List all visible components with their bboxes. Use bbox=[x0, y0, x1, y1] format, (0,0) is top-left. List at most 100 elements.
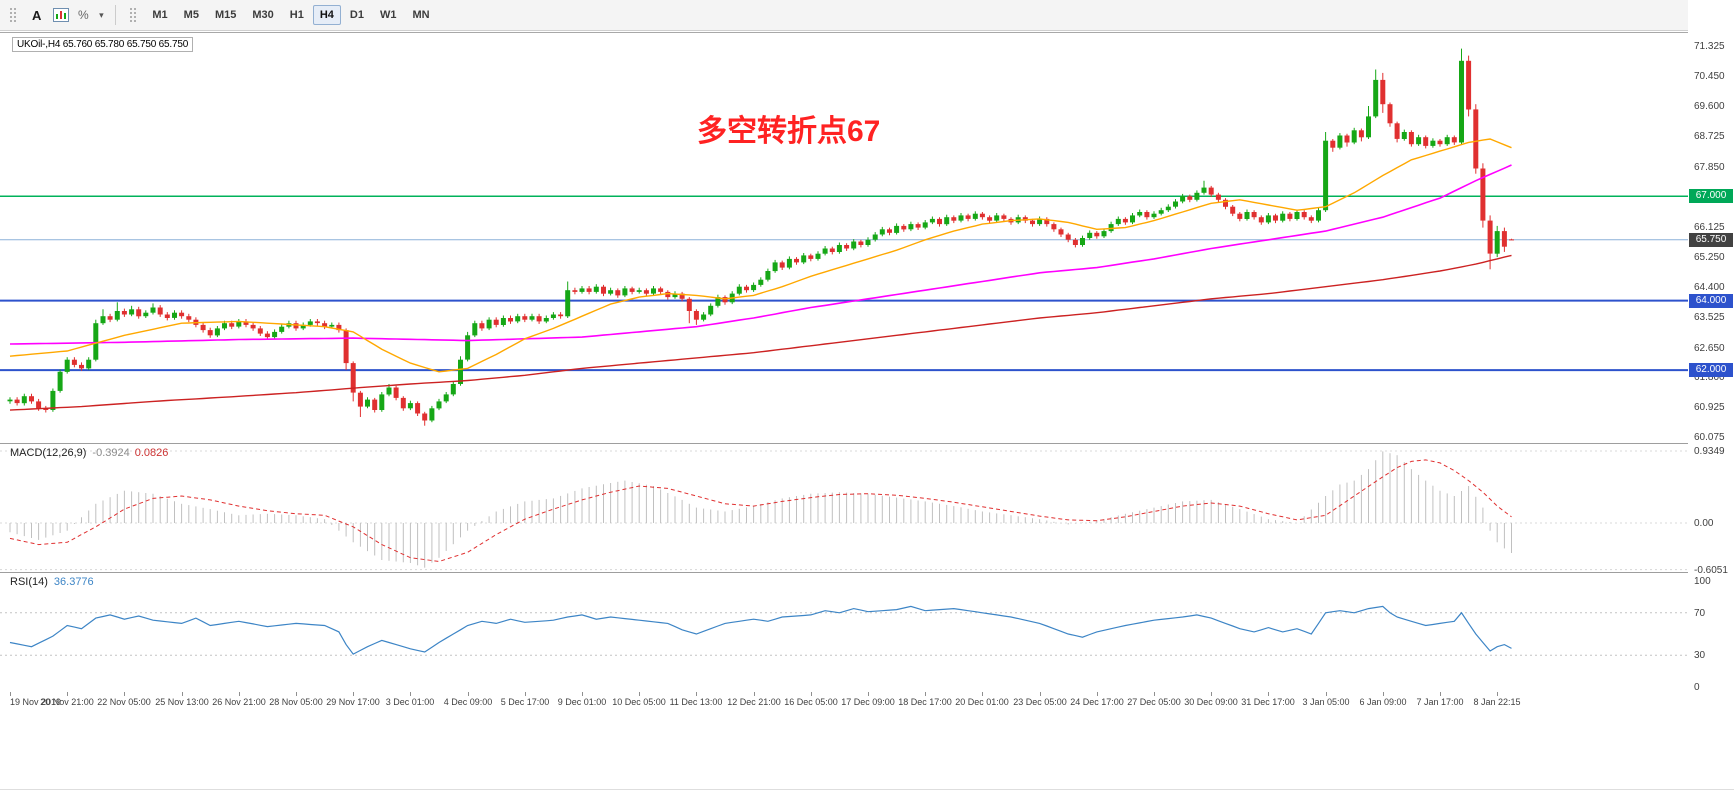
toolbar-separator bbox=[115, 5, 117, 25]
price-tick-label: 69.600 bbox=[1694, 101, 1725, 112]
macd-tick-label: 0.00 bbox=[1694, 518, 1714, 529]
macd-name: MACD(12,26,9) bbox=[10, 447, 87, 459]
price-pane-canvas[interactable] bbox=[0, 33, 1688, 443]
time-axis-label: 27 Dec 05:00 bbox=[1127, 697, 1181, 707]
time-axis[interactable]: 19 Nov 2019 20 Nov 21:00 22 Nov 05:00 25 No… bbox=[0, 692, 1734, 712]
time-axis-label: 19 Nov 2019 bbox=[10, 697, 62, 707]
time-axis-label: 22 Nov 05:00 bbox=[97, 697, 151, 707]
time-axis-tick bbox=[67, 692, 68, 696]
rsi-label: RSI(14) 36.3776 bbox=[10, 576, 94, 588]
time-axis-label: 25 Nov 13:00 bbox=[155, 697, 209, 707]
timeframe-button-m5[interactable]: M5 bbox=[177, 5, 206, 25]
price-badge-64.000[interactable]: 64.000 bbox=[1689, 294, 1733, 308]
timeframe-button-m1[interactable]: M1 bbox=[145, 5, 174, 25]
price-axis[interactable]: 71.325 70.450 69.600 68.725 67.850 66.125 65.2… bbox=[1688, 0, 1734, 792]
time-axis-tick bbox=[982, 692, 983, 696]
rsi-value: 36.3776 bbox=[53, 576, 94, 588]
timeframe-button-h1[interactable]: H1 bbox=[283, 5, 311, 25]
price-tick-label: 60.075 bbox=[1694, 432, 1725, 443]
chart-window-glyph bbox=[53, 8, 70, 22]
percent-tool-icon[interactable]: % bbox=[78, 8, 89, 22]
macd-tick-label: -0.6051 bbox=[1694, 565, 1728, 576]
price-tick-label: 62.650 bbox=[1694, 343, 1725, 354]
time-axis-label: 31 Dec 17:00 bbox=[1241, 697, 1295, 707]
time-axis-tick bbox=[296, 692, 297, 696]
time-axis-tick bbox=[1326, 692, 1327, 696]
text-annotation-tool-button[interactable]: A bbox=[24, 6, 49, 25]
time-axis-label: 23 Dec 05:00 bbox=[1013, 697, 1067, 707]
time-axis-tick bbox=[754, 692, 755, 696]
macd-main-value: -0.3924 bbox=[92, 447, 130, 459]
time-axis-tick bbox=[582, 692, 583, 696]
rsi-tick-label: 100 bbox=[1694, 576, 1711, 587]
time-axis-label: 29 Nov 17:00 bbox=[326, 697, 380, 707]
price-badge-62.000[interactable]: 62.000 bbox=[1689, 363, 1733, 377]
chevron-down-icon[interactable]: ▾ bbox=[99, 9, 104, 20]
time-axis-label: 11 Dec 13:00 bbox=[669, 697, 723, 707]
time-axis-label: 28 Nov 05:00 bbox=[269, 697, 323, 707]
time-axis-tick bbox=[353, 692, 354, 696]
pane-separator-macd[interactable] bbox=[0, 443, 1734, 444]
time-axis-label: 8 Jan 22:15 bbox=[1473, 697, 1521, 707]
price-tick-label: 60.925 bbox=[1694, 402, 1725, 413]
time-axis-tick bbox=[1211, 692, 1212, 696]
time-axis-label: 3 Jan 05:00 bbox=[1302, 697, 1350, 707]
macd-tick-label: 0.9349 bbox=[1694, 446, 1725, 457]
time-axis-tick bbox=[696, 692, 697, 696]
chart-window-top-border bbox=[0, 32, 1734, 33]
time-axis-label: 12 Dec 21:00 bbox=[727, 697, 781, 707]
rsi-tick-label: 0 bbox=[1694, 682, 1700, 693]
time-axis-label: 26 Nov 21:00 bbox=[212, 697, 266, 707]
macd-pane-canvas[interactable] bbox=[0, 444, 1688, 572]
time-axis-tick bbox=[410, 692, 411, 696]
timeframe-button-m30[interactable]: M30 bbox=[245, 5, 280, 25]
timeframe-group: M1 M5 M15 M30 H1 H4 D1 W1 MN bbox=[144, 5, 437, 25]
price-tick-label: 71.325 bbox=[1694, 41, 1725, 52]
time-axis-tick bbox=[239, 692, 240, 696]
macd-signal-value: 0.0826 bbox=[134, 447, 169, 459]
price-tick-label: 65.250 bbox=[1694, 252, 1725, 263]
time-axis-label: 24 Dec 17:00 bbox=[1070, 697, 1124, 707]
price-tick-label: 63.525 bbox=[1694, 312, 1725, 323]
toolbar: A % ▾ M1 M5 M15 M30 H1 H4 D1 W1 MN bbox=[0, 0, 1734, 31]
time-axis-tick bbox=[124, 692, 125, 696]
pane-separator-rsi[interactable] bbox=[0, 572, 1734, 573]
time-axis-label: 3 Dec 01:00 bbox=[385, 697, 435, 707]
toolbar-drag-handle-icon[interactable] bbox=[8, 6, 18, 24]
price-badge-67.000[interactable]: 67.000 bbox=[1689, 189, 1733, 203]
timeframe-toolbar-handle-icon[interactable] bbox=[128, 6, 138, 24]
chart-window-icon[interactable] bbox=[51, 5, 71, 25]
price-tick-label: 67.850 bbox=[1694, 162, 1725, 173]
time-axis-label: 5 Dec 17:00 bbox=[500, 697, 550, 707]
time-axis-tick bbox=[1440, 692, 1441, 696]
time-axis-label: 20 Nov 21:00 bbox=[40, 697, 94, 707]
chart-annotation-text[interactable]: 多空转折点67 bbox=[697, 115, 881, 148]
time-axis-tick bbox=[1383, 692, 1384, 696]
timeframe-button-w1[interactable]: W1 bbox=[373, 5, 404, 25]
time-axis-label: 30 Dec 09:00 bbox=[1184, 697, 1238, 707]
rsi-pane-canvas[interactable] bbox=[0, 573, 1688, 692]
timeframe-button-mn[interactable]: MN bbox=[405, 5, 436, 25]
time-axis-tick bbox=[811, 692, 812, 696]
time-axis-tick bbox=[10, 692, 11, 696]
rsi-tick-label: 70 bbox=[1694, 608, 1706, 619]
time-axis-tick bbox=[925, 692, 926, 696]
timeframe-button-d1[interactable]: D1 bbox=[343, 5, 371, 25]
time-axis-tick bbox=[1097, 692, 1098, 696]
timeframe-button-m15[interactable]: M15 bbox=[208, 5, 243, 25]
time-axis-tick bbox=[1268, 692, 1269, 696]
symbol-ohlc-readout: UKOil-,H4 65.760 65.780 65.750 65.750 bbox=[12, 37, 194, 52]
time-axis-label: 16 Dec 05:00 bbox=[784, 697, 838, 707]
rsi-name: RSI(14) bbox=[10, 576, 48, 588]
window-bottom-edge bbox=[0, 789, 1734, 790]
time-axis-tick bbox=[182, 692, 183, 696]
time-axis-tick bbox=[1040, 692, 1041, 696]
time-axis-tick bbox=[868, 692, 869, 696]
time-axis-tick bbox=[525, 692, 526, 696]
time-axis-label: 9 Dec 01:00 bbox=[557, 697, 607, 707]
time-axis-tick bbox=[1154, 692, 1155, 696]
time-axis-label: 7 Jan 17:00 bbox=[1416, 697, 1464, 707]
timeframe-button-h4[interactable]: H4 bbox=[312, 5, 341, 25]
price-badge-65.750[interactable]: 65.750 bbox=[1689, 233, 1733, 247]
price-tick-label: 68.725 bbox=[1694, 131, 1725, 142]
